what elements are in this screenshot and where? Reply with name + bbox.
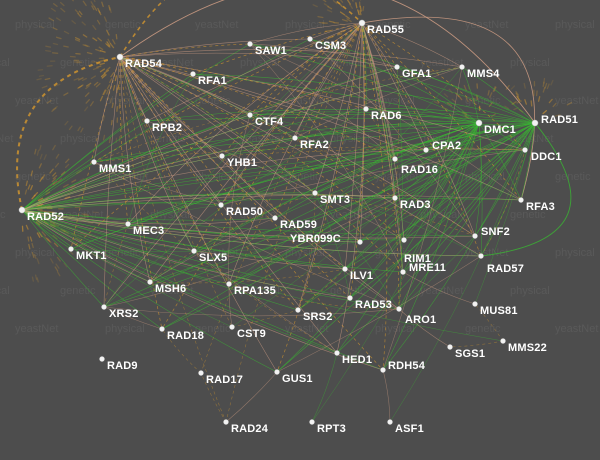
svg-text:genetic: genetic <box>555 171 591 183</box>
svg-text:yeastNet: yeastNet <box>0 133 13 145</box>
svg-text:physical: physical <box>285 19 325 31</box>
svg-text:genetic: genetic <box>195 95 231 107</box>
svg-text:physical: physical <box>240 57 280 69</box>
svg-text:yeastNet: yeastNet <box>15 95 58 107</box>
svg-text:genetic: genetic <box>0 209 6 221</box>
svg-text:physical: physical <box>555 19 595 31</box>
svg-text:yeastNet: yeastNet <box>555 323 598 335</box>
svg-text:yeastNet: yeastNet <box>555 95 598 107</box>
svg-text:genetic: genetic <box>15 171 51 183</box>
svg-text:physical: physical <box>105 323 145 335</box>
svg-text:physical: physical <box>15 19 55 31</box>
svg-text:genetic: genetic <box>465 95 501 107</box>
svg-text:physical: physical <box>0 285 10 297</box>
svg-text:genetic: genetic <box>465 323 501 335</box>
svg-text:yeastNet: yeastNet <box>195 19 238 31</box>
svg-text:physical: physical <box>510 285 550 297</box>
svg-text:yeastNet: yeastNet <box>15 323 58 335</box>
svg-text:physical: physical <box>0 57 10 69</box>
svg-text:yeastNet: yeastNet <box>420 285 463 297</box>
svg-text:genetic: genetic <box>105 19 141 31</box>
svg-text:physical: physical <box>555 247 595 259</box>
svg-text:physical: physical <box>510 57 550 69</box>
svg-text:physical: physical <box>60 133 100 145</box>
svg-text:genetic: genetic <box>60 285 96 297</box>
